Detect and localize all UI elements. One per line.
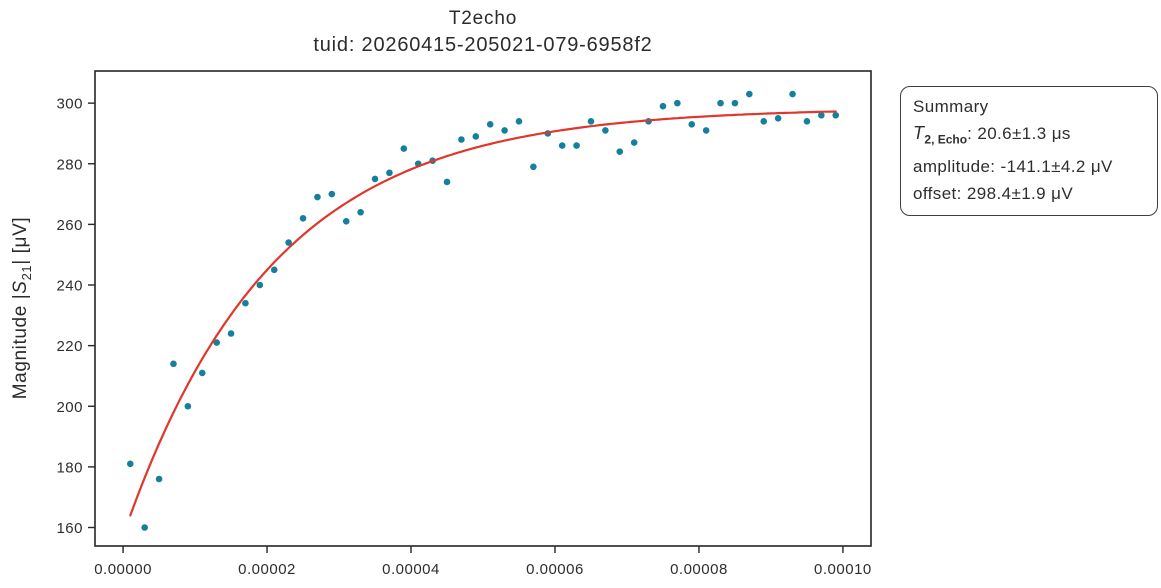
summary-heading: Summary [913, 97, 989, 116]
data-point [242, 299, 249, 307]
data-point [213, 339, 220, 346]
data-point [774, 114, 782, 122]
x-tick-label: 0.00002 [238, 561, 296, 578]
y-tick-label: 300 [56, 96, 83, 113]
summary-box: Summary T2, Echo: 20.6±1.3 μs amplitude:… [900, 86, 1158, 217]
t2-symbol: T [913, 123, 925, 143]
data-point [717, 99, 724, 107]
data-point [357, 208, 364, 216]
x-tick-label: 0.00000 [94, 561, 152, 578]
y-tick-label: 220 [56, 338, 83, 355]
y-tick-label: 160 [56, 520, 83, 537]
fit-line [129, 110, 837, 517]
data-point [515, 118, 523, 125]
data-point [141, 524, 148, 531]
data-point [328, 190, 336, 198]
data-point [530, 163, 537, 171]
data-point [501, 127, 508, 134]
data-point [587, 118, 595, 125]
data-point [832, 111, 840, 119]
data-point [155, 475, 163, 483]
data-point [731, 99, 739, 107]
data-point [558, 142, 566, 149]
data-point [789, 90, 796, 98]
chart-title-block: T2echo tuid: 20260415-205021-079-6958f2 [95, 6, 871, 58]
data-point [256, 281, 264, 289]
data-point [299, 215, 307, 222]
data-point [602, 127, 609, 134]
data-point [443, 178, 451, 186]
data-point [803, 118, 811, 125]
data-point [342, 218, 350, 225]
y-tick-label: 200 [56, 399, 83, 416]
data-point [285, 239, 292, 246]
data-point [270, 266, 278, 274]
summary-amplitude-line: amplitude: -141.1±4.2 μV [913, 157, 1113, 177]
data-point [702, 127, 710, 134]
data-point [630, 139, 638, 146]
chart-title: T2echo [448, 8, 518, 29]
t2-subscript: 2, Echo [924, 132, 968, 147]
x-tick-label: 0.00008 [670, 561, 728, 578]
data-point [386, 169, 393, 177]
x-tick-label: 0.00006 [526, 561, 584, 578]
data-point [818, 111, 825, 119]
data-point [760, 118, 768, 125]
data-point [371, 175, 379, 183]
data-point [227, 330, 235, 337]
data-point [674, 99, 681, 107]
data-point [198, 369, 206, 377]
data-point [400, 145, 408, 152]
data-point [659, 102, 667, 110]
scatter-series [126, 90, 840, 531]
y-tick-label: 260 [56, 217, 83, 234]
data-point [573, 142, 580, 149]
x-axis-ticks: 0.00000 0.00002 0.00004 0.00006 0.00008 0.000… [94, 546, 872, 578]
summary-t2-line: T2, Echo: 20.6±1.3 μs [913, 120, 1145, 153]
y-axis-ticks: 160 180 200 220 240 260 280 300 [56, 96, 95, 537]
y-tick-label: 240 [56, 278, 83, 295]
data-point [314, 193, 321, 201]
data-point [616, 148, 624, 155]
data-point [746, 90, 753, 98]
x-tick-label: 0.00010 [814, 561, 872, 578]
chart-subtitle: tuid: 20260415-205021-079-6958f2 [313, 34, 653, 56]
t2-value: : 20.6±1.3 μs [967, 124, 1071, 143]
summary-offset-line: offset: 298.4±1.9 μV [913, 184, 1074, 204]
data-point [688, 121, 696, 128]
y-tick-label: 180 [56, 459, 83, 476]
data-point [458, 136, 465, 143]
data-point [486, 121, 494, 128]
axes-frame [94, 70, 872, 547]
data-point [170, 360, 177, 368]
x-tick-label: 0.00004 [382, 561, 440, 578]
data-point [472, 133, 480, 140]
y-tick-label: 280 [56, 156, 83, 173]
data-point [126, 460, 134, 468]
data-point [184, 402, 192, 410]
